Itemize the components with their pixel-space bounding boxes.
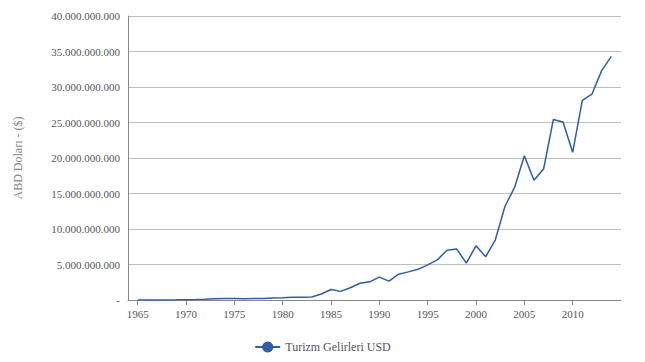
- svg-text:30.000.000.000: 30.000.000.000: [51, 81, 120, 93]
- svg-text:1985: 1985: [320, 308, 343, 320]
- svg-text:-: -: [116, 294, 120, 306]
- svg-text:Turizm Gelirleri USD: Turizm Gelirleri USD: [285, 340, 391, 354]
- svg-text:2010: 2010: [562, 308, 585, 320]
- svg-text:35.000.000.000: 35.000.000.000: [51, 46, 120, 58]
- svg-text:20.000.000.000: 20.000.000.000: [51, 152, 120, 164]
- svg-text:1990: 1990: [368, 308, 391, 320]
- svg-text:1975: 1975: [223, 308, 246, 320]
- svg-text:1970: 1970: [175, 308, 198, 320]
- svg-text:5.000.000.000: 5.000.000.000: [57, 259, 121, 271]
- svg-text:25.000.000.000: 25.000.000.000: [51, 117, 120, 129]
- svg-text:40.000.000.000: 40.000.000.000: [51, 10, 120, 22]
- svg-text:ABD Doları - ($): ABD Doları - ($): [11, 117, 25, 200]
- svg-text:15.000.000.000: 15.000.000.000: [51, 188, 120, 200]
- svg-text:1995: 1995: [417, 308, 440, 320]
- svg-text:1980: 1980: [272, 308, 295, 320]
- svg-text:1965: 1965: [127, 308, 150, 320]
- svg-text:10.000.000.000: 10.000.000.000: [51, 223, 120, 235]
- svg-text:2005: 2005: [513, 308, 536, 320]
- svg-text:2000: 2000: [465, 308, 488, 320]
